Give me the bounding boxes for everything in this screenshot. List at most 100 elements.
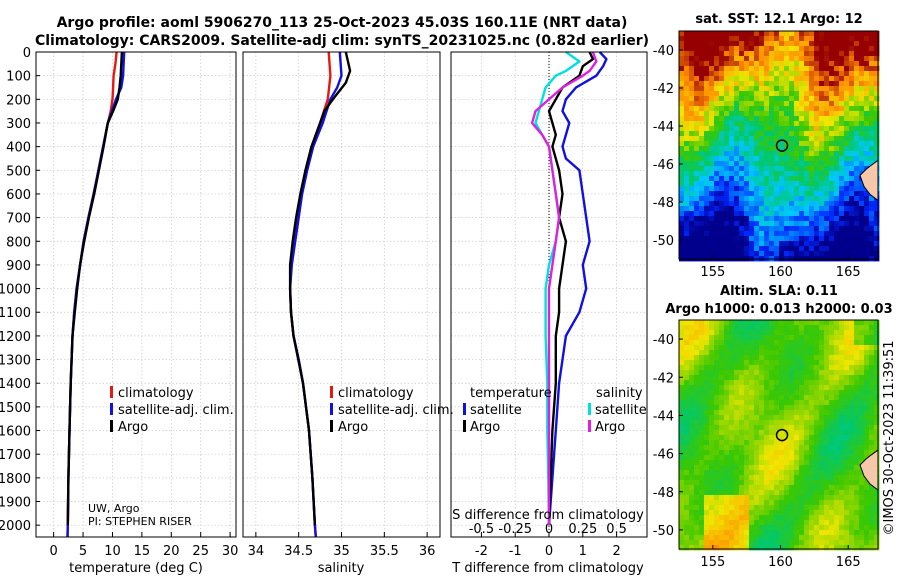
legend-swatch-satellite [110,403,113,415]
map-y-tick-label: -50 [653,234,674,249]
legend-swatch-argo [110,420,113,432]
map-y-tick-label: -40 [653,333,674,348]
legend-swatch-climatology [110,386,113,398]
legend-swatch-climatology [330,386,333,398]
y-tick-label: 800 [6,235,31,250]
map-y-tick-label: -44 [653,120,674,135]
sla-raster [679,320,880,551]
top-tick-label: -0.25 [498,522,532,537]
legend-swatch-argo [330,420,333,432]
sst-map-title: sat. SST: 12.1 Argo: 12 [695,12,862,27]
salinity-panel: 34 34.5 35 35.5 36 [242,51,441,559]
y-tick-label: 200 [6,93,31,108]
x-tick-label: 20 [163,544,180,559]
x-tick-label: 15 [134,544,151,559]
sst-map-panel: 155 160 165 -40 -42 -44 -46 -48 -50 [653,30,880,280]
y-tick-label: 1900 [0,496,31,511]
sla-map-title-line1: Altim. SLA: 0.11 [720,284,838,299]
legend-label: Argo [118,420,148,435]
map-frame [678,30,879,260]
imos-credit: ©IMOS 30-Oct-2023 11:39:51 [882,340,897,535]
legend-label: Argo [470,420,500,435]
salinity-legend: climatology satellite-adj. clim. Argo [330,386,454,435]
x-tick-label: 36 [419,544,436,559]
x-tick-label: 5 [79,544,87,559]
map-y-tick-label: -50 [653,524,674,539]
difference-top-xlabel: S difference from climatology [452,508,644,523]
x-tick-label: -2 [475,544,488,559]
map-y-tick-label: -42 [653,82,674,97]
map-y-tick-label: -46 [653,448,674,463]
legend-label: satellite [470,403,522,418]
float-position-marker [775,139,789,152]
temperature-legend: climatology satellite-adj. clim. Argo [110,386,234,435]
plot-frame [35,51,237,538]
map-frame [678,319,879,550]
sla-map-panel: 155 160 165 -40 -42 -44 -46 -48 -50 [653,319,880,570]
legend-label: Argo [338,420,368,435]
map-x-tick-label: 160 [768,555,793,570]
series-line-salinity-argo [530,51,598,526]
y-tick-label: 100 [6,70,31,85]
y-tick-label: 1200 [0,330,31,345]
map-x-tick-label: 155 [700,265,725,280]
x-tick-label: 0 [545,544,553,559]
legend-label: satellite [595,403,647,418]
top-tick-label: -0.5 [469,522,494,537]
sst-raster [679,31,880,262]
plot-frame [450,51,648,538]
map-y-tick-label: -46 [653,158,674,173]
map-y-tick-label: -40 [653,44,674,59]
map-y-tick-label: -42 [653,371,674,386]
map-y-tick-label: -48 [653,196,674,211]
x-tick-label: 30 [222,544,239,559]
legend-swatch-temp-argo [463,420,466,432]
figure-title-line2: Climatology: CARS2009. Satellite-adj cli… [35,33,649,49]
y-tick-label: 1400 [0,377,31,392]
difference-legend: temperature satellite Argo salinity sate… [463,386,647,435]
x-tick-label: 25 [192,544,209,559]
y-tick-label: 1100 [0,306,31,321]
legend-swatch-temp-satellite [463,403,466,415]
map-x-tick-label: 160 [768,265,793,280]
legend-label: climatology [338,386,414,401]
map-y-tick-label: -48 [653,486,674,501]
x-tick-label: 10 [104,544,121,559]
y-tick-label: 1300 [0,354,31,369]
top-tick-label: 0.25 [568,522,597,537]
difference-xlabel: T difference from climatology [451,561,644,576]
series-line-satellite-adj-clim- [288,51,343,538]
x-tick-label: 35.5 [370,544,399,559]
sla-map-title-line2: Argo h1000: 0.013 h2000: 0.03 [665,302,892,317]
float-position-marker [775,428,789,442]
salinity-xlabel: salinity [318,561,365,576]
series-line-argo [288,51,352,526]
legend-title-temperature: temperature [470,386,552,401]
y-tick-label: 2000 [0,519,31,534]
x-tick-label: 0 [50,544,58,559]
legend-label: satellite-adj. clim. [118,403,234,418]
y-tick-label: 300 [6,117,31,132]
y-tick-label: 1700 [0,448,31,463]
x-tick-label: 34.5 [284,544,313,559]
x-tick-label: -1 [509,544,522,559]
credit-line1: UW, Argo [88,502,140,515]
map-y-tick-label: -44 [653,409,674,424]
credit-line2: PI: STEPHEN RISER [88,515,192,528]
temperature-panel: 0 5 10 15 20 25 300100200300400500600700800900… [0,46,238,559]
top-tick-label: 0 [545,522,553,537]
x-tick-label: 35 [333,544,350,559]
y-tick-label: 600 [6,188,31,203]
difference-panel: -2 -1 0 1 2 -0.5 -0.25 0 0.25 0.5 [450,51,648,559]
map-x-tick-label: 165 [836,265,861,280]
legend-swatch-sal-argo [588,420,591,432]
temperature-xlabel: temperature (deg C) [69,561,203,576]
legend-swatch-satellite [330,403,333,415]
y-tick-label: 0 [23,46,31,61]
legend-title-salinity: salinity [596,386,643,401]
y-tick-label: 500 [6,164,31,179]
y-tick-label: 1800 [0,472,31,487]
figure-title-line1: Argo profile: aoml 5906270_113 25-Oct-20… [57,15,628,31]
legend-label: Argo [595,420,625,435]
y-tick-label: 900 [6,259,31,274]
